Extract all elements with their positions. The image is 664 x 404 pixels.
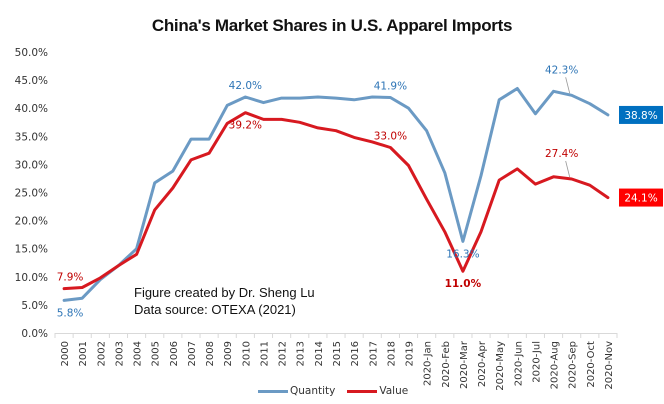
x-tick-label: 2020-May bbox=[495, 341, 506, 391]
x-tick-label: 2010 bbox=[241, 341, 252, 366]
x-tick-label: 2008 bbox=[205, 341, 216, 366]
data-label: 39.2% bbox=[229, 120, 262, 132]
x-tick-label: 2020-Oct bbox=[586, 341, 597, 388]
y-tick-label: 10.0% bbox=[15, 272, 48, 284]
legend-item-value: Value bbox=[347, 385, 408, 397]
data-label-box bbox=[619, 105, 663, 124]
y-tick-label: 50.0% bbox=[15, 47, 48, 59]
data-label-leader bbox=[565, 77, 571, 94]
x-tick-label: 2005 bbox=[151, 341, 162, 366]
x-tick-label: 2020-Mar bbox=[459, 340, 470, 389]
legend-swatch-quantity bbox=[258, 389, 288, 393]
series-layer bbox=[62, 87, 610, 302]
data-label: 27.4% bbox=[545, 148, 578, 160]
x-tick-label: 2016 bbox=[350, 341, 361, 366]
legend: Quantity Value bbox=[258, 385, 408, 397]
x-tick-label: 2020-Apr bbox=[477, 340, 488, 387]
y-tick-label: 45.0% bbox=[15, 75, 48, 87]
series-line-value bbox=[62, 111, 610, 291]
x-tick-label: 2015 bbox=[332, 341, 343, 366]
data-label: 24.1% bbox=[624, 193, 657, 205]
annotation-source: Data source: OTEXA (2021) bbox=[134, 302, 296, 317]
x-tick-label: 2011 bbox=[259, 341, 270, 366]
data-label-box bbox=[619, 188, 663, 207]
x-tick-label: 2006 bbox=[169, 341, 180, 366]
data-label: 7.9% bbox=[57, 272, 84, 284]
y-tick-label: 25.0% bbox=[15, 188, 48, 200]
y-tick-label: 30.0% bbox=[15, 159, 48, 171]
x-tick-label: 2003 bbox=[114, 341, 125, 366]
x-tick-label: 2004 bbox=[133, 341, 144, 366]
y-tick-label: 0.0% bbox=[21, 328, 48, 340]
y-tick-label: 15.0% bbox=[15, 244, 48, 256]
x-tick-label: 2013 bbox=[296, 341, 307, 366]
x-tick-label: 2020-Nov bbox=[604, 341, 615, 390]
y-tick-label: 35.0% bbox=[15, 131, 48, 143]
legend-swatch-value bbox=[347, 389, 378, 393]
y-axis: 0.0% 5.0% 10.0% 15.0% 20.0% 25.0% 30.0% 35.0% 40… bbox=[15, 47, 48, 340]
y-tick-label: 20.0% bbox=[15, 216, 48, 228]
data-label: 5.8% bbox=[57, 307, 84, 319]
y-tick-label: 5.0% bbox=[21, 300, 48, 312]
data-label: 16.3% bbox=[446, 248, 479, 260]
x-tick-label: 2020-Aug bbox=[550, 341, 561, 389]
x-tick-label: 2007 bbox=[187, 341, 198, 366]
chart-title: China's Market Shares in U.S. Apparel Im… bbox=[151, 16, 513, 35]
x-tick-label: 2019 bbox=[405, 341, 416, 366]
x-tick-label: 2020-Sep bbox=[568, 341, 579, 389]
data-label: 11.0% bbox=[445, 278, 482, 290]
x-tick-label: 2020-Feb bbox=[441, 341, 452, 388]
y-tick-label: 40.0% bbox=[15, 103, 48, 115]
data-label-layer: 5.8% 42.0% 41.9% 16.3% 42.3% 38.8% 7.9% 39.2% 33… bbox=[57, 64, 663, 319]
legend-item-quantity: Quantity bbox=[258, 385, 335, 397]
x-tick-label: 2009 bbox=[223, 341, 234, 366]
x-tick-label: 2020-Jan bbox=[423, 341, 434, 386]
x-tick-label: 2012 bbox=[278, 341, 289, 366]
x-tick-label: 2002 bbox=[96, 341, 107, 366]
legend-label-value: Value bbox=[379, 385, 409, 397]
x-tick-label: 2001 bbox=[78, 341, 89, 366]
data-label: 38.8% bbox=[624, 110, 657, 122]
data-label: 42.0% bbox=[229, 80, 262, 92]
annotation-credit: Figure created by Dr. Sheng Lu bbox=[134, 285, 315, 300]
x-tick-label: 2014 bbox=[314, 341, 325, 366]
data-label-leader bbox=[565, 160, 571, 178]
legend-label-quantity: Quantity bbox=[290, 385, 336, 397]
x-axis: 2000 2001 2002 2003 2004 2005 2006 2007 2008 2009… bbox=[54, 333, 618, 391]
series-line-quantity bbox=[62, 87, 610, 302]
x-tick-label: 2018 bbox=[386, 341, 397, 366]
x-tick-label: 2020-Jul bbox=[531, 341, 542, 383]
data-label: 33.0% bbox=[374, 131, 407, 143]
x-tick-label: 2020-Jun bbox=[513, 341, 524, 386]
x-tick-label: 2017 bbox=[368, 341, 379, 366]
data-label: 41.9% bbox=[374, 81, 407, 93]
data-label: 42.3% bbox=[545, 64, 578, 76]
x-tick-label: 2000 bbox=[60, 341, 71, 366]
